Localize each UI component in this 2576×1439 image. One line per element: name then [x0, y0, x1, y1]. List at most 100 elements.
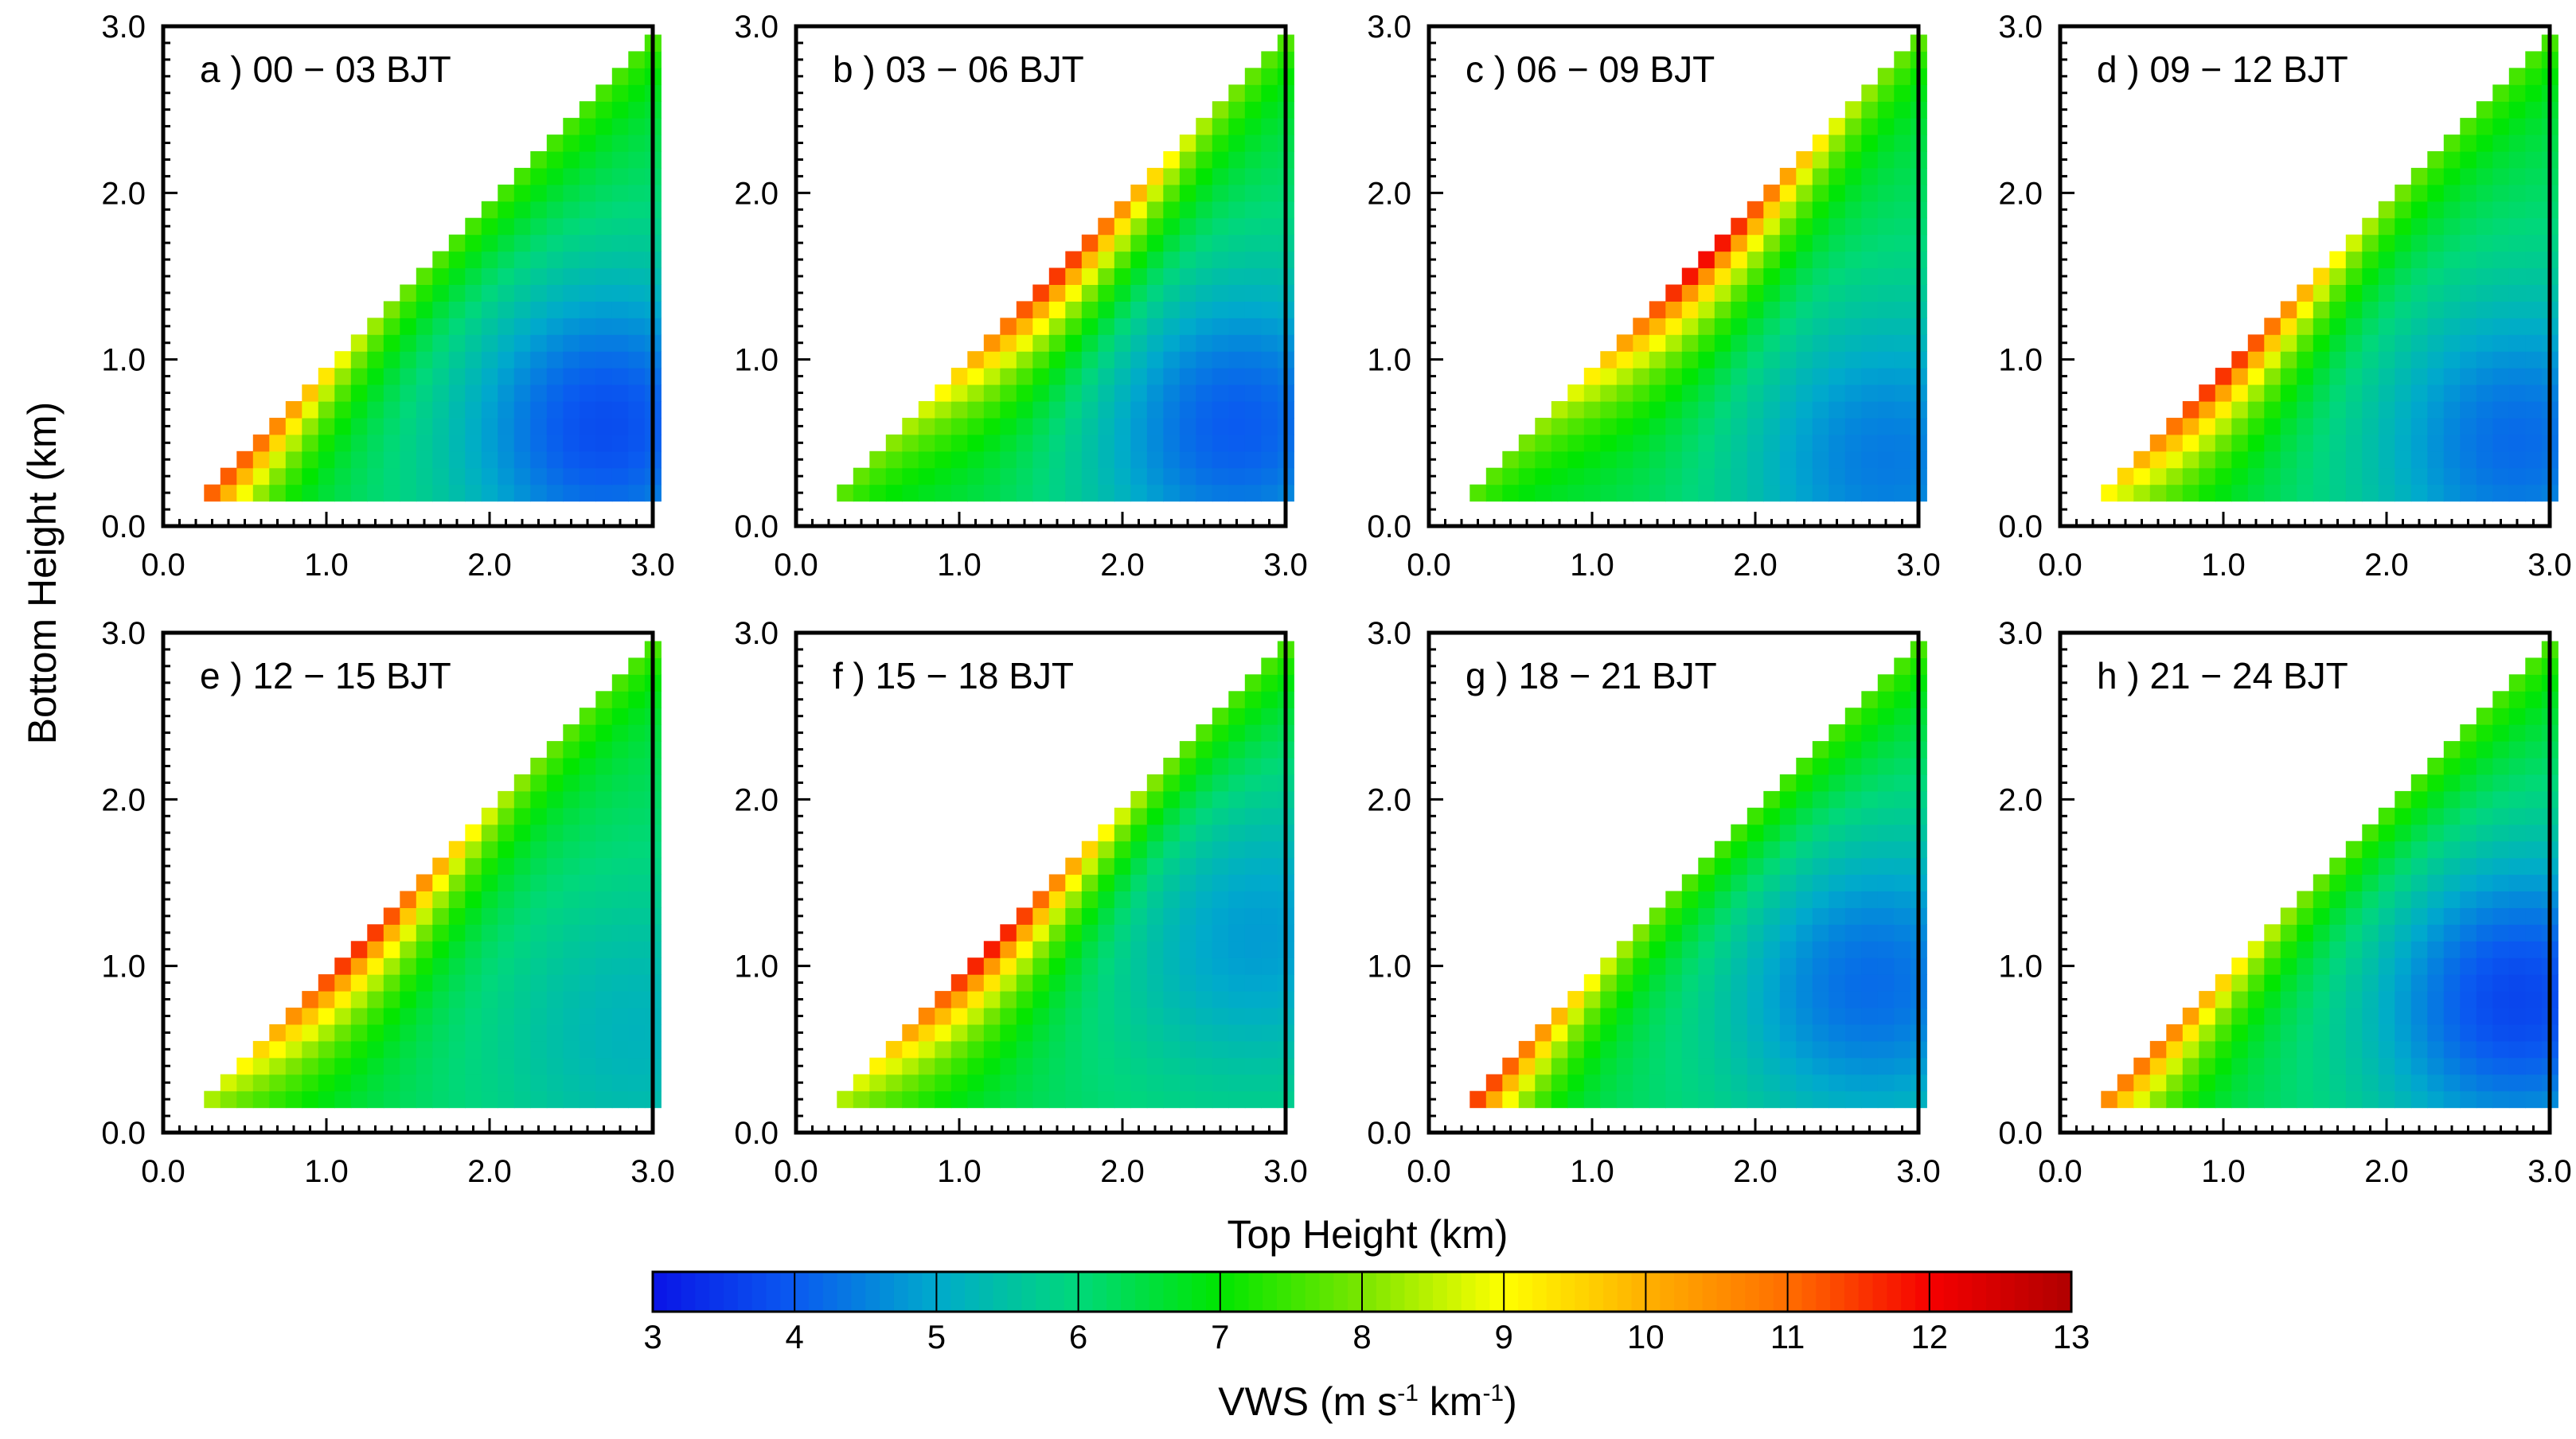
heatmap-cell	[1665, 1040, 1683, 1059]
heatmap-cell	[2525, 991, 2543, 1008]
heatmap-cell	[869, 1074, 887, 1092]
heatmap-cell	[252, 434, 270, 452]
heatmap-cell	[1665, 907, 1683, 925]
heatmap-cell	[2476, 1057, 2493, 1075]
heatmap-cell	[628, 874, 646, 891]
heatmap-cell	[1016, 1074, 1033, 1092]
heatmap-cell	[1065, 450, 1083, 469]
heatmap-cell	[2508, 874, 2526, 891]
heatmap-cell	[1228, 691, 1246, 708]
heatmap-cell	[1861, 691, 1879, 708]
heatmap-cell	[628, 674, 646, 692]
heatmap-cell	[530, 450, 548, 469]
heatmap-cell	[1130, 874, 1148, 891]
colorbar-swatch	[950, 1272, 966, 1312]
heatmap-cell	[204, 484, 221, 502]
heatmap-cell	[595, 840, 613, 859]
heatmap-cell	[1114, 318, 1131, 335]
heatmap-cells	[2101, 34, 2558, 502]
heatmap-cell	[2247, 1074, 2265, 1092]
heatmap-cell	[383, 334, 400, 352]
heatmap-cell	[513, 907, 531, 925]
x-tick-label: 0.0	[2038, 548, 2082, 583]
heatmap-cell	[1228, 758, 1246, 775]
heatmap-cell	[1844, 101, 1862, 119]
heatmap-cell	[2525, 807, 2543, 825]
heatmap-cell	[2525, 118, 2543, 135]
heatmap-cell	[1894, 84, 1911, 102]
heatmap-cell	[1212, 118, 1229, 135]
heatmap-cell	[967, 974, 985, 992]
heatmap-cell	[983, 401, 1001, 419]
heatmap-cell	[367, 318, 384, 335]
colorbar-swatch	[1787, 1272, 1803, 1312]
heatmap-cell	[1763, 450, 1781, 469]
heatmap-cell	[2476, 1040, 2493, 1059]
heatmap-cell	[1244, 1074, 1262, 1092]
heatmap-cell	[563, 417, 580, 435]
heatmap-cell	[530, 234, 548, 252]
heatmap-cell	[1894, 1008, 1911, 1025]
heatmap-cell	[432, 1057, 450, 1075]
heatmap-cell	[481, 217, 498, 236]
heatmap-cell	[563, 741, 580, 758]
heatmap-cell	[1779, 384, 1797, 402]
heatmap-cell	[2492, 217, 2510, 236]
heatmap-cell	[1551, 1057, 1568, 1075]
heatmap-cell	[885, 1074, 903, 1092]
heatmap-cell	[1812, 758, 1829, 775]
heatmap-cell	[498, 301, 515, 318]
heatmap-cell	[1000, 467, 1017, 486]
heatmap-cell	[530, 334, 548, 352]
heatmap-cell	[481, 824, 498, 842]
heatmap-cell	[1844, 840, 1862, 859]
heatmap-cell	[628, 234, 646, 252]
heatmap-cell	[1163, 434, 1181, 452]
heatmap-cell	[2215, 384, 2232, 402]
heatmap-cell	[2443, 251, 2461, 269]
heatmap-cell	[2508, 857, 2526, 875]
heatmap-cell	[1130, 434, 1148, 452]
heatmap-cell	[1616, 434, 1633, 452]
heatmap-cell	[579, 974, 596, 992]
heatmap-cell	[1583, 368, 1601, 385]
heatmap-cell	[2410, 1024, 2428, 1042]
heatmap-cell	[563, 774, 580, 792]
heatmap-cell	[1228, 790, 1246, 809]
heatmap-cell	[546, 251, 564, 269]
heatmap-cell	[1665, 924, 1683, 942]
heatmap-cell	[2427, 1074, 2445, 1092]
heatmap-cell	[1261, 1008, 1278, 1025]
heatmap-cell	[885, 1057, 903, 1075]
heatmap-cell	[563, 351, 580, 369]
heatmap-cell	[2345, 351, 2363, 369]
heatmap-cell	[2345, 1040, 2363, 1059]
heatmap-cell	[1747, 318, 1764, 335]
heatmap-cell	[400, 957, 417, 975]
heatmap-cell	[2378, 351, 2395, 369]
heatmap-cell	[2182, 1024, 2199, 1042]
heatmap-cell	[498, 434, 515, 452]
heatmap-cell	[1000, 484, 1017, 502]
heatmap-cell	[1098, 874, 1115, 891]
heatmap-cell	[1681, 891, 1699, 908]
heatmap-cell	[498, 790, 515, 809]
heatmap-cell	[869, 1090, 887, 1109]
heatmap-cell	[1583, 484, 1601, 502]
heatmap-cell	[1212, 201, 1229, 219]
heatmap-cell	[2329, 434, 2347, 452]
heatmap-cell	[1163, 234, 1181, 252]
heatmap-cell	[2395, 974, 2412, 992]
heatmap-cell	[2410, 924, 2428, 942]
heatmap-cell	[1244, 807, 1262, 825]
heatmap-cell	[2410, 450, 2428, 469]
heatmap-cell	[546, 807, 564, 825]
heatmap-cell	[1698, 957, 1715, 975]
heatmap-cell	[2525, 184, 2543, 202]
heatmap-cell	[498, 217, 515, 236]
heatmap-cell	[2508, 974, 2526, 992]
heatmap-cell	[2410, 957, 2428, 975]
heatmap-cell	[383, 484, 400, 502]
heatmap-cell	[2395, 924, 2412, 942]
heatmap-cell	[1829, 741, 1846, 758]
